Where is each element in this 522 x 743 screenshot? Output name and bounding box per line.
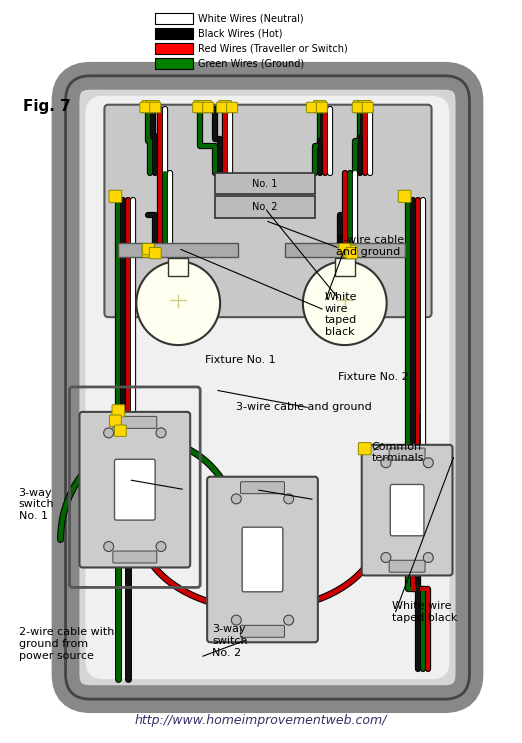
Circle shape [303,262,387,345]
FancyBboxPatch shape [390,484,424,536]
FancyBboxPatch shape [241,626,284,637]
FancyBboxPatch shape [113,551,157,563]
Circle shape [104,428,114,438]
Circle shape [231,615,241,625]
FancyBboxPatch shape [207,477,318,642]
Text: White wire
taped black: White wire taped black [392,601,457,623]
FancyBboxPatch shape [142,245,155,257]
FancyBboxPatch shape [313,100,326,113]
Text: 3-way
switch
No. 2: 3-way switch No. 2 [212,624,248,658]
FancyBboxPatch shape [227,103,238,113]
Text: Fixture No. 2: Fixture No. 2 [338,372,409,382]
Text: http://www.homeimprovementweb.com/: http://www.homeimprovementweb.com/ [135,714,387,727]
FancyBboxPatch shape [362,445,453,576]
Text: Red Wires (Traveller or Switch): Red Wires (Traveller or Switch) [198,43,348,53]
FancyBboxPatch shape [149,247,161,259]
Bar [155,13,193,24]
FancyBboxPatch shape [147,100,160,113]
Circle shape [156,542,166,551]
Text: Green Wires (Ground): Green Wires (Ground) [198,58,304,68]
Text: No. 1: No. 1 [252,178,278,189]
FancyBboxPatch shape [194,100,207,113]
FancyBboxPatch shape [114,459,155,520]
Circle shape [136,262,220,345]
FancyBboxPatch shape [389,560,425,572]
Bar [155,28,193,39]
FancyBboxPatch shape [193,103,204,113]
Bar [335,259,355,276]
FancyBboxPatch shape [203,103,213,113]
Bar [118,244,238,257]
Text: White Wires (Neutral): White Wires (Neutral) [198,13,304,24]
Circle shape [423,553,433,562]
FancyBboxPatch shape [398,190,411,202]
FancyBboxPatch shape [306,103,317,113]
FancyBboxPatch shape [242,528,283,592]
FancyBboxPatch shape [343,245,356,257]
FancyBboxPatch shape [142,100,155,113]
Text: 2-wire cable with
ground from
power source: 2-wire cable with ground from power sour… [19,627,114,661]
FancyBboxPatch shape [217,103,228,113]
FancyBboxPatch shape [112,405,125,417]
Circle shape [231,494,241,504]
FancyBboxPatch shape [362,103,373,113]
Circle shape [381,458,391,468]
FancyBboxPatch shape [150,103,161,113]
FancyBboxPatch shape [199,100,211,113]
Circle shape [156,428,166,438]
FancyBboxPatch shape [346,247,358,259]
FancyBboxPatch shape [352,103,363,113]
Text: No. 2: No. 2 [252,202,278,212]
FancyBboxPatch shape [66,76,469,699]
Text: 2-wire cable
and ground: 2-wire cable and ground [336,236,404,257]
Bar [215,172,315,195]
FancyBboxPatch shape [113,416,157,429]
FancyBboxPatch shape [86,96,449,679]
FancyBboxPatch shape [143,244,154,255]
Circle shape [283,494,294,504]
Text: White
wire
taped
black: White wire taped black [325,292,358,337]
Bar [155,58,193,69]
FancyBboxPatch shape [219,100,231,113]
FancyBboxPatch shape [358,443,371,455]
FancyBboxPatch shape [110,415,121,426]
Bar [215,196,315,218]
Bar [155,43,193,53]
FancyBboxPatch shape [104,105,432,317]
Bar [285,244,405,257]
Circle shape [423,458,433,468]
FancyBboxPatch shape [316,103,327,113]
Circle shape [283,615,294,625]
FancyBboxPatch shape [79,412,190,568]
FancyBboxPatch shape [109,190,122,202]
Text: Black Wires (Hot): Black Wires (Hot) [198,28,283,39]
FancyBboxPatch shape [241,481,284,493]
FancyBboxPatch shape [389,448,425,460]
Bar [168,259,188,276]
Circle shape [104,542,114,551]
Text: 3-way
switch
No. 1: 3-way switch No. 1 [19,487,54,521]
FancyBboxPatch shape [358,100,371,113]
FancyBboxPatch shape [353,100,366,113]
Text: Fig. 7: Fig. 7 [22,99,70,114]
Circle shape [381,553,391,562]
Text: 3-wire cable and ground: 3-wire cable and ground [236,402,372,412]
FancyBboxPatch shape [114,425,126,436]
Text: Common
terminals: Common terminals [372,442,424,464]
Text: Fixture No. 1: Fixture No. 1 [205,355,276,365]
FancyBboxPatch shape [140,103,151,113]
FancyBboxPatch shape [339,244,351,255]
